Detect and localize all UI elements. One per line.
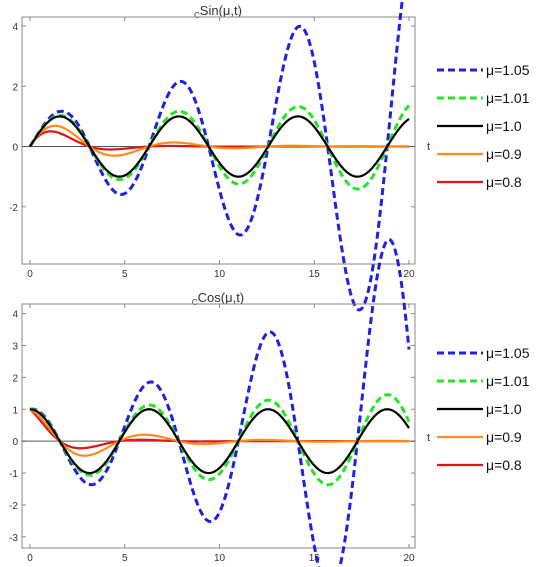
cos-legend-label: μ=0.9 (486, 429, 522, 445)
cos-legend-label: μ=0.8 (486, 457, 522, 473)
cos-title-subscript: C (192, 298, 198, 307)
sin-x-axis-label: t (427, 141, 430, 153)
sin-series-line (29, 124, 409, 157)
cos-series-line (29, 237, 411, 567)
sin-series-line (28, 104, 411, 191)
sin-ticks: 0 5 10 15 20 -2 0 2 4 (9, 17, 415, 280)
sin-plot-frame (21, 16, 416, 265)
cos-x-tick-label: 10 (214, 553, 226, 564)
cos-y-tick-label: -3 (9, 533, 18, 544)
cos-legend: μ=1.05 μ=1.01 μ=1.0 μ=0.9 μ=0.8 (437, 345, 530, 473)
cos-legend-label: μ=1.0 (486, 401, 522, 417)
sin-y-tick-label: 4 (12, 22, 18, 33)
cos-plot-frame (21, 303, 416, 549)
sin-y-tick-label: 2 (12, 82, 18, 93)
cos-legend-label: μ=1.05 (486, 345, 530, 361)
sin-title-subscript: C (194, 11, 200, 20)
sin-legend: μ=1.05 μ=1.01 μ=1.0 μ=0.9 μ=0.8 (437, 62, 530, 190)
sin-legend-label: μ=1.05 (486, 62, 530, 78)
sin-legend-label: μ=0.8 (486, 174, 522, 190)
cos-y-tick-label: -2 (9, 501, 18, 512)
sin-y-tick-label: -2 (9, 203, 18, 214)
sin-y-tick-label: 0 (12, 143, 18, 154)
cos-y-tick-label: 4 (12, 310, 18, 321)
cos-x-tick-label: 15 (309, 553, 321, 564)
cos-x-tick-label: 0 (27, 553, 33, 564)
cos-series-line (29, 408, 410, 475)
cos-y-tick-label: -1 (9, 469, 18, 480)
sin-x-tick-label: 5 (122, 269, 128, 280)
cos-x-tick-label: 5 (122, 553, 128, 564)
cos-series-group (29, 237, 411, 567)
sin-chart-title: CSin(μ,t) (194, 3, 242, 20)
cos-y-tick-label: 0 (12, 437, 18, 448)
cos-x-tick-label: 20 (403, 553, 415, 564)
sin-legend-label: μ=1.01 (486, 90, 530, 106)
sin-series-line (28, 0, 404, 312)
sin-x-tick-label: 0 (27, 269, 33, 280)
cos-title-main: Cos(μ,t) (198, 290, 245, 305)
cos-legend-label: μ=1.01 (486, 373, 530, 389)
cos-series-line (29, 408, 410, 457)
cos-x-axis-label: t (427, 432, 430, 444)
cos-y-tick-label: 3 (12, 341, 18, 352)
cos-ticks: 0 5 10 15 20 -3 -2 -1 0 1 2 3 4 (9, 304, 415, 564)
sin-x-tick-label: 20 (403, 269, 415, 280)
cos-y-tick-label: 1 (12, 405, 18, 416)
sin-x-tick-label: 10 (214, 269, 226, 280)
cos-y-tick-label: 2 (12, 373, 18, 384)
sin-legend-label: μ=1.0 (486, 118, 522, 134)
sin-series-line (29, 115, 410, 178)
sin-title-main: Sin(μ,t) (200, 3, 242, 18)
cos-chart-title: CCos(μ,t) (192, 290, 244, 307)
cos-series-line (29, 393, 411, 487)
sin-x-tick-label: 15 (309, 269, 321, 280)
sin-legend-label: μ=0.9 (486, 146, 522, 162)
sin-series-group (28, 0, 411, 312)
